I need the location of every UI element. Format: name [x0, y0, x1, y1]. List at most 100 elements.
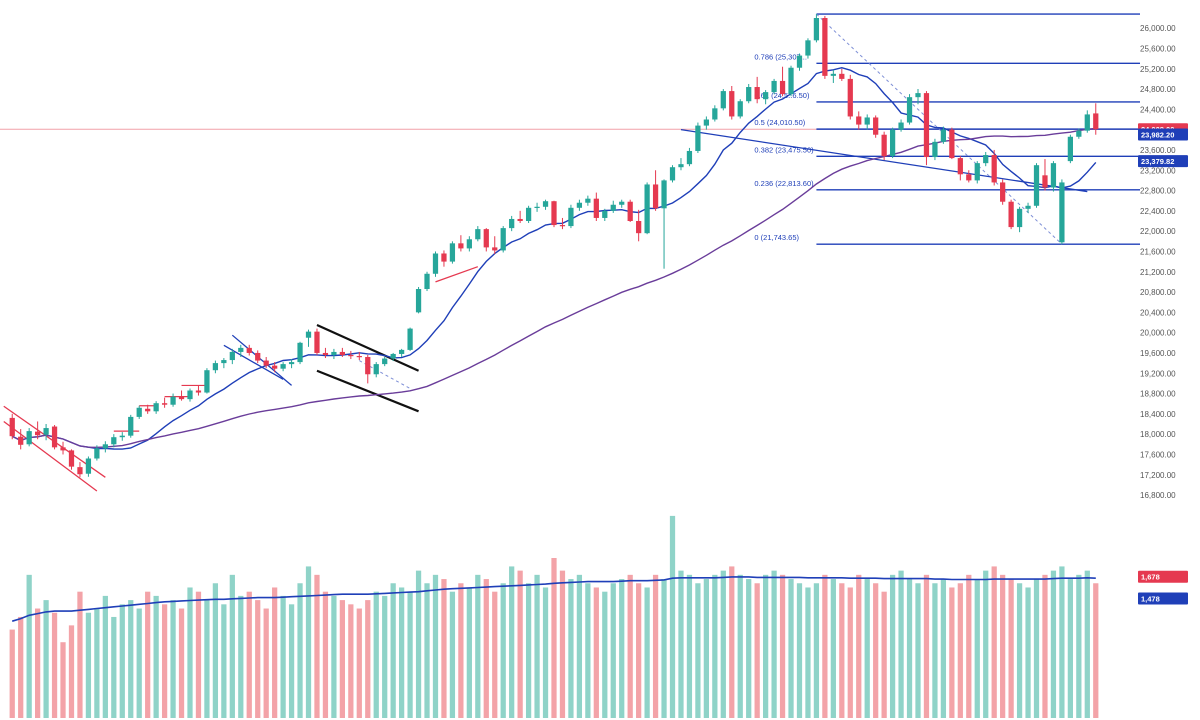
candle-body — [297, 342, 303, 363]
candle-body — [119, 435, 125, 438]
candle-body — [602, 210, 608, 218]
candle — [813, 14, 820, 43]
volume-bar — [805, 587, 811, 718]
candle-body — [754, 87, 760, 100]
volume-bar — [399, 587, 405, 718]
candle-body — [856, 116, 862, 125]
price-axis-tick: 18,000.00 — [1140, 430, 1176, 439]
candle — [365, 354, 371, 384]
volume-bar — [568, 579, 574, 718]
price-axis-tick: 20,400.00 — [1140, 308, 1176, 317]
candle-body — [957, 158, 963, 175]
volume-bar — [695, 583, 701, 718]
volume-bar — [678, 570, 684, 718]
candle — [1025, 202, 1031, 213]
volume-bar — [314, 574, 320, 718]
candle-body — [1042, 175, 1048, 188]
volume-ma-line — [11, 576, 1096, 622]
volume-bar — [796, 583, 803, 718]
candle — [35, 421, 41, 440]
volume-bar — [957, 583, 963, 718]
candle — [1042, 159, 1048, 191]
volume-bar — [68, 625, 75, 718]
candle-body — [509, 218, 515, 229]
volume-bar — [212, 583, 219, 718]
candle — [178, 390, 185, 401]
candle-body — [424, 273, 430, 290]
candle-body — [932, 141, 938, 158]
volume-bar — [627, 574, 633, 718]
price-tag-label: 23,982.20 — [1141, 131, 1174, 140]
candle — [500, 226, 506, 253]
candle — [602, 208, 608, 221]
candle — [128, 414, 134, 438]
candle-body — [830, 73, 836, 76]
volume-bar — [898, 570, 904, 718]
price-tag-box — [1138, 128, 1188, 141]
flag-lower-line — [223, 344, 284, 380]
candle-body — [85, 458, 92, 474]
candle-body — [991, 155, 997, 183]
candle-body — [77, 467, 83, 475]
volume-bar — [128, 600, 134, 718]
candles — [9, 14, 1099, 478]
candle-body — [636, 221, 642, 234]
volume-bar — [43, 600, 49, 718]
price-axis-tick: 20,800.00 — [1140, 288, 1176, 297]
volume-bar — [517, 570, 523, 718]
downtrend-channel-lower — [3, 420, 98, 492]
price-axis-tick: 21,600.00 — [1140, 247, 1176, 256]
volume-bar — [576, 574, 583, 718]
volume-bar — [551, 558, 557, 718]
volume-bar — [509, 566, 515, 718]
candle — [898, 119, 904, 132]
candle — [771, 78, 777, 95]
volume-bar — [1093, 583, 1099, 718]
candle-body — [788, 67, 794, 95]
volume-bar — [35, 608, 41, 718]
volume-bar — [221, 604, 227, 718]
volume-bar — [915, 583, 921, 718]
candle-body — [348, 354, 354, 357]
volume-bars — [9, 515, 1099, 718]
volume-bar — [1016, 583, 1023, 718]
candle — [839, 68, 845, 81]
candle-body — [695, 125, 701, 151]
candle-body — [322, 352, 329, 355]
candle — [322, 347, 329, 359]
volume-bar — [1076, 574, 1082, 718]
volume-bar — [864, 579, 870, 718]
candle — [195, 385, 202, 396]
candle — [187, 388, 193, 402]
price-axis-tick: 20,000.00 — [1140, 329, 1176, 338]
candle — [678, 158, 684, 171]
price-axis-tick: 22,400.00 — [1140, 207, 1176, 216]
price-axis-tick: 25,600.00 — [1140, 44, 1176, 53]
candle — [1059, 179, 1065, 245]
candle-body — [737, 101, 743, 117]
candle — [356, 351, 362, 361]
volume-bar — [974, 579, 980, 718]
volume-bar — [1025, 587, 1031, 718]
candle — [475, 226, 481, 242]
candle-body — [822, 18, 828, 76]
candle-body — [881, 134, 887, 157]
volume-bar — [85, 612, 92, 718]
candle-body — [272, 365, 278, 369]
candle-body — [1093, 113, 1099, 130]
volume-bar — [661, 579, 667, 718]
volume-bar — [449, 591, 456, 718]
candle-body — [373, 364, 379, 375]
candle — [204, 368, 210, 394]
price-axis-tick: 24,800.00 — [1140, 85, 1176, 94]
candle-body — [136, 407, 142, 417]
candle — [627, 199, 633, 223]
candle-body — [68, 450, 75, 467]
volume-bar — [153, 595, 159, 718]
candle — [111, 434, 117, 448]
candle — [60, 441, 66, 455]
volume-bar — [280, 595, 286, 718]
candle — [390, 352, 396, 362]
volume-bar — [847, 587, 853, 718]
candle — [441, 250, 447, 267]
